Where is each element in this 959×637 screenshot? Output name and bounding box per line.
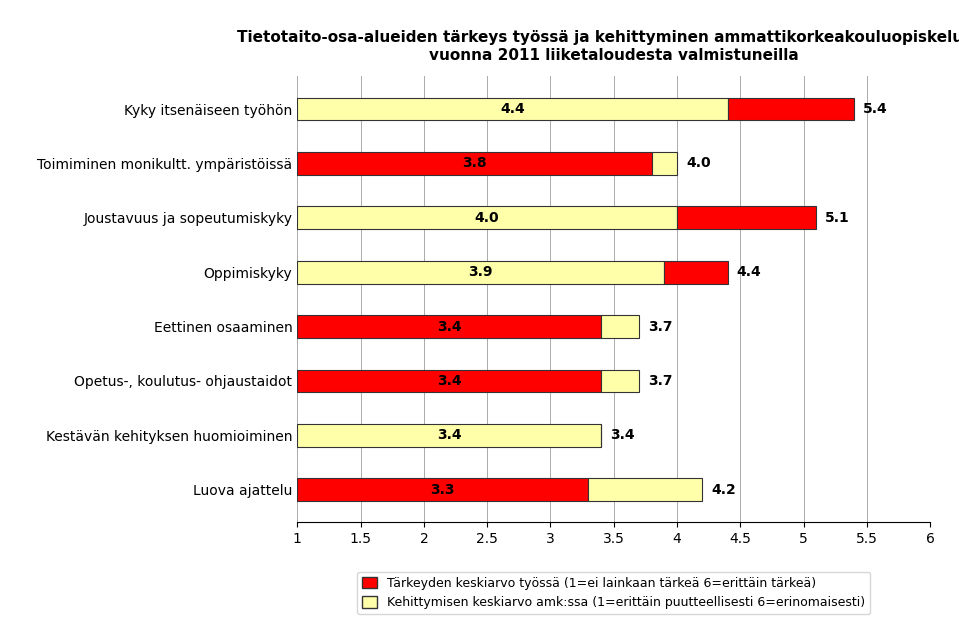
Text: 3.9: 3.9 bbox=[469, 265, 493, 279]
Text: 3.4: 3.4 bbox=[437, 320, 461, 334]
Bar bbox=[297, 369, 601, 392]
Text: 4.2: 4.2 bbox=[712, 483, 736, 497]
Bar bbox=[589, 478, 702, 501]
Text: 3.7: 3.7 bbox=[648, 320, 672, 334]
Bar bbox=[297, 315, 601, 338]
Text: 5.1: 5.1 bbox=[825, 211, 850, 225]
Bar bbox=[297, 97, 728, 120]
Legend: Tärkeyden keskiarvo työssä (1=ei lainkaan tärkeä 6=erittäin tärkeä), Kehittymise: Tärkeyden keskiarvo työssä (1=ei lainkaa… bbox=[357, 572, 871, 614]
Bar bbox=[601, 315, 639, 338]
Title: Tietotaito-osa-alueiden tärkeys työssä ja kehittyminen ammattikorkeakouluopiskel: Tietotaito-osa-alueiden tärkeys työssä j… bbox=[237, 31, 959, 63]
Text: 3.4: 3.4 bbox=[437, 428, 461, 442]
Text: 3.3: 3.3 bbox=[431, 483, 456, 497]
Bar bbox=[601, 369, 639, 392]
Text: 3.8: 3.8 bbox=[462, 157, 487, 171]
Bar bbox=[665, 261, 728, 283]
Bar bbox=[297, 206, 677, 229]
Text: 3.4: 3.4 bbox=[610, 428, 635, 442]
Bar bbox=[652, 152, 677, 175]
Bar bbox=[297, 478, 589, 501]
Bar bbox=[297, 424, 601, 447]
Text: 3.7: 3.7 bbox=[648, 374, 672, 388]
Bar bbox=[297, 261, 665, 283]
Text: 3.4: 3.4 bbox=[437, 374, 461, 388]
Text: 4.4: 4.4 bbox=[500, 102, 525, 116]
Text: 4.4: 4.4 bbox=[737, 265, 761, 279]
Bar bbox=[297, 152, 652, 175]
Text: 4.0: 4.0 bbox=[686, 157, 711, 171]
Bar bbox=[728, 97, 854, 120]
Bar bbox=[677, 206, 816, 229]
Text: 5.4: 5.4 bbox=[863, 102, 888, 116]
Text: 4.0: 4.0 bbox=[475, 211, 500, 225]
